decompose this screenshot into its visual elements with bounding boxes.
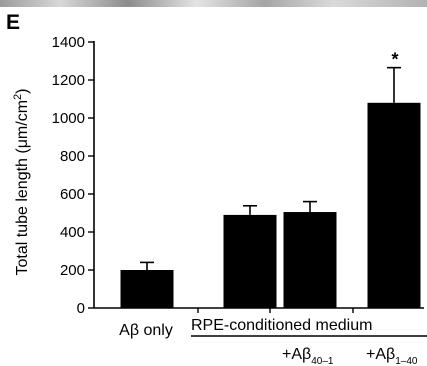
x-axis: [94, 307, 424, 313]
svg-text:Total tube length (μm/cm2): Total tube length (μm/cm2): [12, 89, 31, 276]
bar: [367, 102, 421, 308]
panel-letter: E: [6, 11, 21, 34]
y-tick-label: 1400: [52, 34, 85, 51]
significance-marker: *: [391, 50, 398, 70]
image-top-strip: [0, 0, 427, 7]
category-label: +Aβ1–40: [366, 346, 418, 366]
y-axis-title-close: ): [14, 89, 31, 94]
group-label: RPE-conditioned medium: [191, 317, 372, 334]
y-tick-label: 800: [60, 148, 85, 165]
y-axis: 0 200 400 600 800 1000 1200 1400: [52, 34, 95, 317]
y-axis-title-text: Total tube length (μm/cm: [14, 100, 31, 276]
y-tick-label: 1000: [52, 110, 85, 127]
y-axis-title-sup: 2: [12, 94, 24, 100]
bars: *: [120, 50, 421, 308]
category-label: +Aβ40–1: [282, 346, 334, 366]
y-tick-label: 1200: [52, 72, 85, 89]
y-tick-label: 400: [60, 224, 85, 241]
y-axis-title: Total tube length (μm/cm2): [12, 89, 31, 276]
category-labels: Aβ only RPE-conditioned medium +Aβ40–1 +Aβ1…: [119, 317, 427, 366]
category-label: Aβ only: [119, 322, 173, 339]
bar: [283, 212, 337, 308]
bar: [223, 214, 277, 308]
bar: [120, 270, 174, 308]
y-tick-label: 200: [60, 262, 85, 279]
y-tick-label: 600: [60, 186, 85, 203]
y-tick-label: 0: [77, 300, 85, 317]
